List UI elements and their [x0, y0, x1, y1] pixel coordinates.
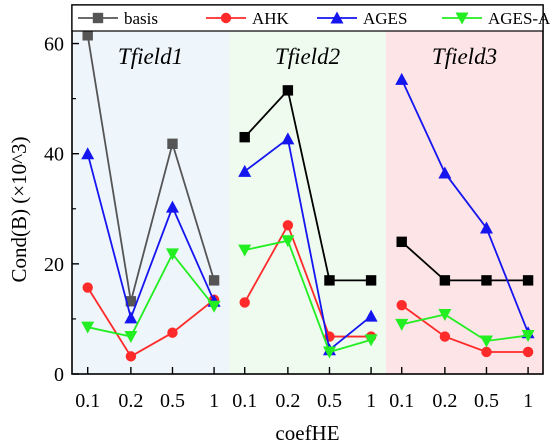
- x-tick-label: 0.2: [118, 390, 143, 412]
- data-point-basis: [125, 296, 137, 307]
- legend-marker-basis: [92, 12, 104, 24]
- data-point-ahk: [82, 282, 93, 293]
- legend-label-ages-ahk: AGES-AHK: [488, 9, 550, 28]
- data-point-ahk: [522, 346, 534, 358]
- data-point-ages: [165, 200, 179, 213]
- panel-title-3: Tfield3: [432, 44, 497, 69]
- data-point-ages-ahk: [521, 329, 535, 342]
- panel-background-2: [229, 5, 386, 374]
- data-point-ahk: [481, 346, 492, 358]
- data-point-ages-ahk: [364, 334, 378, 347]
- data-point-ages: [238, 164, 252, 177]
- data-point-ages-ahk: [81, 321, 95, 334]
- series-line-ahk-panel-3: [401, 304, 529, 353]
- series-line-ages-panel-1: [86, 153, 215, 321]
- legend-label-ages: AGES: [363, 9, 407, 28]
- x-tick-label: 0.2: [432, 390, 457, 412]
- data-point-ages-ahk: [165, 248, 179, 261]
- series-line-basis-panel-2: [244, 88, 372, 282]
- x-tick-label: 0.1: [75, 390, 100, 412]
- legend-marker-ages-ahk: [455, 12, 469, 25]
- x-axis-title: coefHE: [275, 421, 339, 445]
- series-line-ages-ahk-panel-1: [87, 252, 215, 338]
- y-tick-label: 0: [54, 364, 64, 386]
- y-tick-label: 60: [44, 34, 64, 56]
- data-point-ages-ahk: [207, 300, 221, 313]
- panel-title-2: Tfield2: [275, 44, 340, 69]
- series-line-ages-panel-2: [244, 137, 372, 352]
- data-point-ages-ahk: [281, 235, 295, 248]
- x-tick-label: 0.5: [474, 390, 499, 412]
- data-point-basis: [208, 275, 220, 286]
- data-point-ahk: [167, 327, 178, 338]
- x-tick-label: 1: [209, 390, 219, 412]
- data-point-ages: [438, 166, 452, 179]
- series-line-ages-ahk-panel-2: [244, 239, 372, 354]
- data-point-basis: [282, 85, 294, 96]
- data-point-ahk: [125, 351, 137, 362]
- data-point-basis: [522, 275, 534, 286]
- data-point-basis: [239, 131, 250, 143]
- data-point-basis: [396, 236, 407, 248]
- data-point-ages: [124, 311, 138, 324]
- x-tick-label: 0.2: [275, 390, 300, 412]
- data-point-basis: [167, 138, 178, 149]
- data-point-ages-ahk: [322, 346, 336, 359]
- data-point-ahk: [396, 299, 407, 311]
- data-point-ahk: [239, 297, 250, 308]
- data-point-ages-ahk: [479, 335, 493, 348]
- data-point-ages: [479, 221, 493, 234]
- data-point-ages: [364, 309, 378, 322]
- data-point-ages: [281, 132, 295, 145]
- data-point-ahk: [439, 331, 451, 342]
- y-axis-title: Cond(B) (×10^3): [7, 137, 31, 283]
- data-point-ahk: [282, 220, 294, 231]
- x-tick-label: 1: [366, 390, 376, 412]
- data-point-basis: [365, 275, 377, 286]
- panel-background-1: [72, 5, 229, 374]
- data-point-ages: [395, 72, 409, 85]
- y-tick-label: 40: [44, 144, 64, 166]
- x-tick-label: 0.1: [389, 390, 414, 412]
- data-point-basis: [439, 275, 451, 286]
- data-point-ages-ahk: [238, 244, 252, 257]
- data-point-ages-ahk: [438, 309, 452, 322]
- data-point-basis: [324, 275, 335, 286]
- x-tick-label: 0.1: [232, 390, 257, 412]
- data-point-ages-ahk: [124, 331, 138, 344]
- x-tick-label: 0.5: [317, 390, 342, 412]
- x-tick-label: 0.5: [160, 390, 185, 412]
- data-point-ages-ahk: [395, 318, 409, 331]
- legend-label-basis: basis: [124, 9, 158, 28]
- series-line-basis-panel-1: [86, 35, 215, 302]
- panel-title-1: Tfield1: [118, 44, 183, 69]
- data-point-ages: [81, 147, 95, 160]
- legend-label-ahk: AHK: [252, 9, 290, 28]
- series-line-ahk-panel-2: [243, 223, 372, 338]
- x-tick-label: 1: [523, 390, 533, 412]
- data-point-basis: [481, 275, 492, 286]
- series-line-ahk-panel-1: [86, 287, 215, 358]
- series-line-ages-ahk-panel-3: [401, 313, 529, 342]
- data-point-basis: [82, 30, 93, 41]
- legend-marker-ahk: [220, 12, 232, 24]
- y-tick-label: 20: [44, 254, 64, 276]
- series-line-ages-panel-3: [400, 78, 529, 334]
- legend-marker-ages: [330, 11, 344, 24]
